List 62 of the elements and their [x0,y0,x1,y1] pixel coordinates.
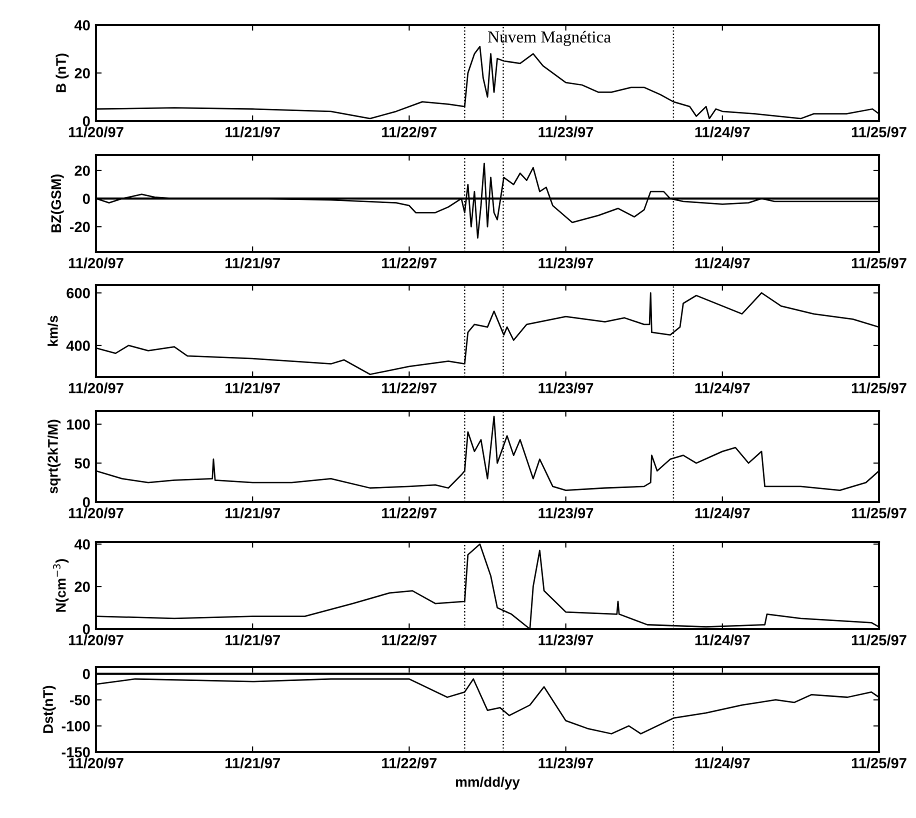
x-tick-label: 11/25/97 [852,634,906,646]
x-tick-label: 11/21/97 [226,126,280,138]
x-tick-label: 11/24/97 [695,258,750,268]
x-tick-label: 11/21/97 [226,258,280,268]
x-tick-label: 11/22/97 [382,508,437,518]
x-tick-label: 11/20/97 [68,258,124,268]
x-tick-label: 11/23/97 [538,758,594,768]
y-tick-label: 50 [74,458,90,469]
y-tick-label: 100 [67,419,90,430]
x-tick-label: 11/22/97 [382,382,437,394]
x-tick-label: 11/23/97 [538,508,594,518]
x-tick-label: 11/23/97 [538,258,594,268]
x-tick-label: 11/25/97 [852,126,906,138]
y-tick-label: 600 [66,288,90,298]
x-tick-label: 11/25/97 [852,382,906,394]
x-tick-label: 11/22/97 [382,758,437,768]
x-tick-label: 11/20/97 [68,126,124,138]
y-tick-label: -100 [62,721,90,732]
x-tick-label: 11/21/97 [226,758,280,768]
y-tick-label: 20 [74,166,90,176]
x-tick-label: 11/25/97 [852,258,906,268]
y-tick-label: -20 [70,222,90,232]
y-tick-label: -150 [62,747,90,758]
x-tick-label: 11/24/97 [695,382,750,394]
x-tick-label: 11/21/97 [226,382,280,394]
x-tick-label: 11/22/97 [382,258,437,268]
y-tick-label: 0 [82,497,90,508]
x-tick-label: 11/21/97 [226,634,280,646]
x-tick-label: 11/21/97 [226,508,280,518]
x-tick-label: 11/23/97 [538,126,594,138]
y-tick-label: 400 [66,340,90,351]
annotation: Nuvem Magnética [488,30,611,46]
x-tick-label: 11/23/97 [538,382,594,394]
y-tick-label: 0 [82,668,90,680]
x-tick-label: 11/20/97 [68,382,124,394]
y-axis-title: B (nT) [56,54,69,92]
y-tick-label: 20 [74,68,90,78]
y-tick-label: 0 [82,116,90,126]
x-axis-title: mm/dd/yy [456,776,520,790]
x-tick-label: 11/20/97 [68,508,124,518]
y-axis-title: Dst(nT) [42,686,56,733]
x-tick-label: 11/25/97 [852,508,906,518]
x-tick-label: 11/24/97 [695,634,750,646]
y-tick-label: 20 [74,582,90,592]
x-tick-label: 11/20/97 [68,634,124,646]
y-axis-title: N(cm$^{−3}$) [53,559,69,612]
y-tick-label: 40 [74,539,90,550]
y-tick-label: -50 [70,694,90,706]
x-tick-label: 11/24/97 [695,126,750,138]
x-tick-label: 11/23/97 [538,634,594,646]
y-axis-title: sqrt(2kT/M) [48,420,61,494]
x-tick-label: 11/25/97 [852,758,906,768]
x-tick-label: 11/22/97 [382,126,437,138]
x-tick-label: 11/22/97 [382,634,437,646]
y-axis-title: BZ(GSM) [50,174,64,232]
y-tick-label: 40 [74,20,90,30]
x-tick-label: 11/24/97 [695,758,750,768]
x-tick-label: 11/24/97 [695,508,750,518]
x-tick-label: 11/20/97 [68,758,124,768]
y-tick-label: 0 [82,624,90,634]
y-axis-title: km/s [48,316,58,346]
y-tick-label: 0 [82,194,90,204]
